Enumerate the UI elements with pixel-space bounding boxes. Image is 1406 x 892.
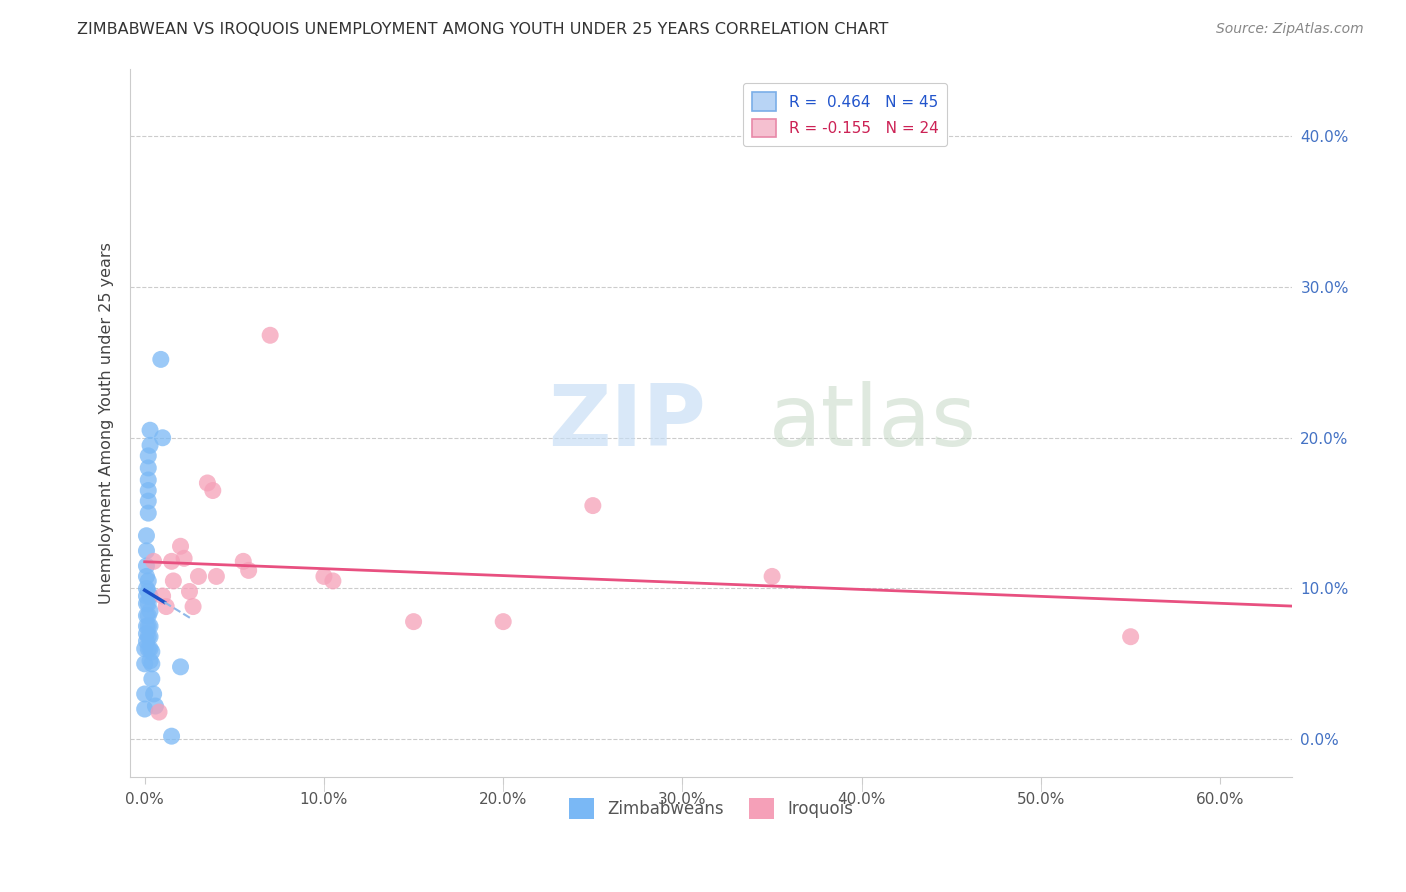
Point [135,569,157,583]
Point [141,672,163,686]
Point [173,551,195,566]
Point [136,494,159,508]
Point [181,599,204,614]
Point [259,328,281,343]
Point [136,574,159,588]
Point [136,473,159,487]
Point [145,699,167,714]
Point [142,554,165,568]
Point [134,657,156,671]
Point [169,660,191,674]
Point [135,558,157,573]
Point [135,597,157,611]
Point [135,529,157,543]
Point [238,563,260,577]
Point [136,584,159,599]
Point [582,499,605,513]
Point [232,554,254,568]
Point [135,589,157,603]
Point [136,619,159,633]
Text: ZIMBABWEAN VS IROQUOIS UNEMPLOYMENT AMONG YOUTH UNDER 25 YEARS CORRELATION CHART: ZIMBABWEAN VS IROQUOIS UNEMPLOYMENT AMON… [77,22,889,37]
Point [134,641,156,656]
Point [201,483,224,498]
Point [162,574,184,588]
Text: atlas: atlas [769,381,977,464]
Point [402,615,425,629]
Point [136,608,159,623]
Point [139,654,162,668]
Point [148,705,170,719]
Point [136,449,159,463]
Point [179,584,201,599]
Point [160,554,183,568]
Point [155,599,177,614]
Point [139,619,162,633]
Y-axis label: Unemployment Among Youth under 25 years: Unemployment Among Youth under 25 years [100,242,114,604]
Point [134,687,156,701]
Point [135,619,157,633]
Point [139,423,162,437]
Point [135,608,157,623]
Point [139,438,162,452]
Point [135,634,157,648]
Point [152,431,174,445]
Point [139,630,162,644]
Point [152,589,174,603]
Point [761,569,783,583]
Point [136,461,159,475]
Legend: Zimbabweans, Iroquois: Zimbabweans, Iroquois [562,791,860,825]
Point [135,582,157,596]
Point [141,657,163,671]
Text: Source: ZipAtlas.com: Source: ZipAtlas.com [1216,22,1364,37]
Point [205,569,228,583]
Point [136,630,159,644]
Point [135,626,157,640]
Point [492,615,515,629]
Point [135,543,157,558]
Point [139,641,162,656]
Point [149,352,172,367]
Point [187,569,209,583]
Point [136,597,159,611]
Point [1119,630,1142,644]
Point [142,687,165,701]
Point [312,569,335,583]
Point [134,702,156,716]
Point [136,506,159,520]
Point [322,574,344,588]
Point [139,589,162,603]
Point [141,645,163,659]
Point [169,539,191,553]
Point [136,483,159,498]
Point [136,641,159,656]
Text: ZIP: ZIP [548,381,706,464]
Point [197,475,219,490]
Point [160,729,183,743]
Point [139,604,162,618]
